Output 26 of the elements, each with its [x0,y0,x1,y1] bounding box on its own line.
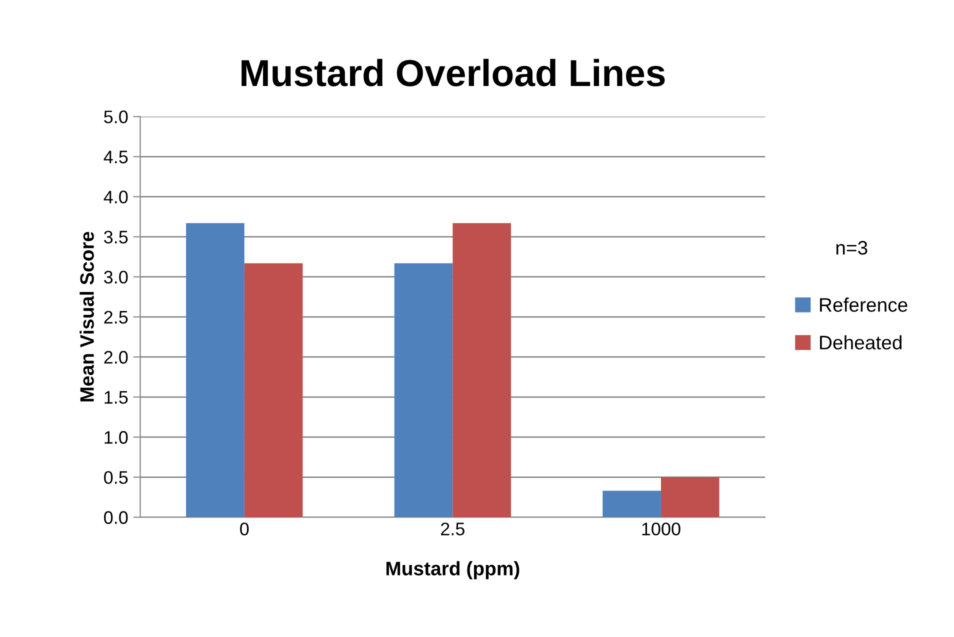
y-tick-label: 1.0 [104,431,128,444]
x-tick-label: 0 [240,522,249,536]
y-tick-label: 1.5 [104,391,128,404]
chart-title: Mustard Overload Lines [242,58,665,86]
bar [186,223,244,518]
y-tick-label: 4.5 [104,150,128,164]
legend-title: n=3 [836,240,868,255]
y-tick-label: 5.0 [104,110,128,124]
y-tick-label: 0.5 [104,471,128,484]
y-tick-label: 2.0 [104,350,128,364]
bar [602,490,661,518]
legend-label: Deheated [820,335,902,350]
x-tick-label: 1000 [642,522,680,536]
legend-label: Reference [820,298,908,312]
bar [660,477,720,518]
x-axis-title: Mustard (ppm) [386,561,520,580]
y-tick-label: 3.0 [104,270,128,284]
y-axis-title: Mean Visual Score [80,232,94,402]
bar [244,263,303,518]
bar [394,263,453,518]
bar [452,223,511,518]
y-tick-label: 0.0 [104,511,128,524]
y-tick-label: 3.5 [104,230,128,244]
x-tick-label: 2.5 [441,522,464,536]
y-tick-label: 2.5 [104,310,128,324]
y-tick-label: 4.0 [104,190,128,204]
